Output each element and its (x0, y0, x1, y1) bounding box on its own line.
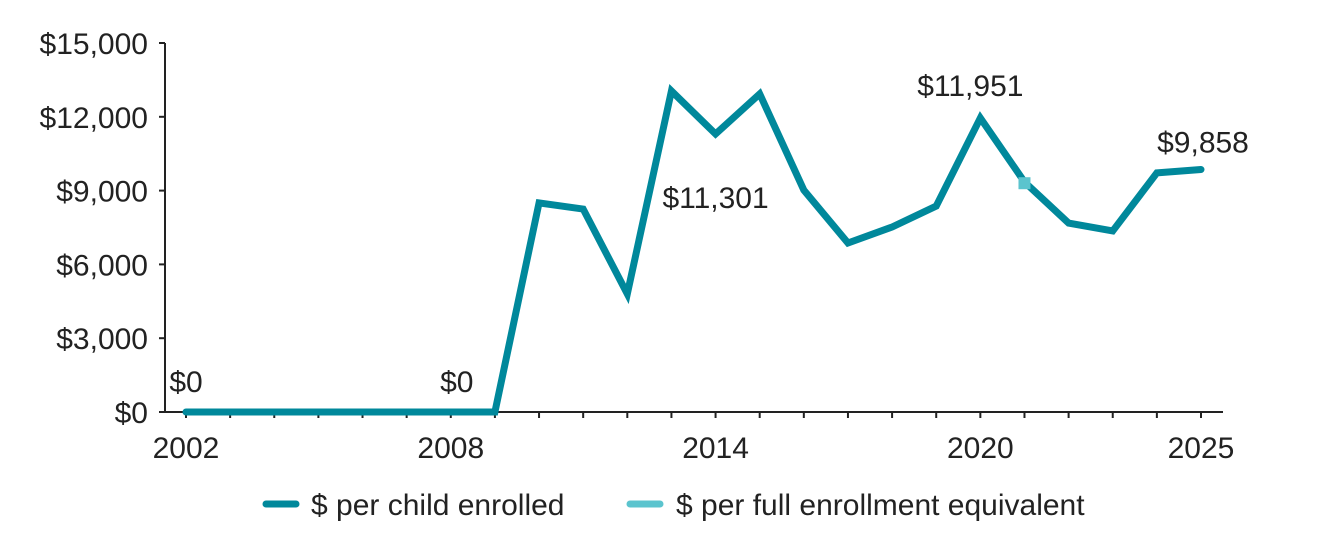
x-tick-label: 2020 (947, 432, 1014, 465)
y-tick-label: $3,000 (56, 323, 148, 356)
y-tick-label: $15,000 (40, 28, 148, 61)
y-tick-label: $12,000 (40, 102, 148, 135)
x-tick-label: 2002 (153, 432, 220, 465)
data-label: $0 (440, 366, 473, 399)
x-tick-label: 2014 (682, 432, 749, 465)
x-tick-label: 2025 (1168, 432, 1235, 465)
data-label: $0 (169, 366, 202, 399)
y-tick-label: $6,000 (56, 249, 148, 282)
data-label: $9,858 (1157, 126, 1249, 159)
y-tick-label: $0 (115, 397, 148, 430)
data-point-per-fee (1018, 177, 1030, 189)
data-label: $11,301 (662, 182, 768, 215)
legend-label-per-child: $ per child enrolled (311, 489, 565, 522)
y-tick-label: $9,000 (56, 176, 148, 209)
legend-label-per-fee: $ per full enrollment equivalent (676, 489, 1085, 522)
data-label: $11,951 (917, 70, 1023, 103)
series-per-child-enrolled-line (186, 91, 1201, 412)
x-tick-label: 2008 (417, 432, 484, 465)
